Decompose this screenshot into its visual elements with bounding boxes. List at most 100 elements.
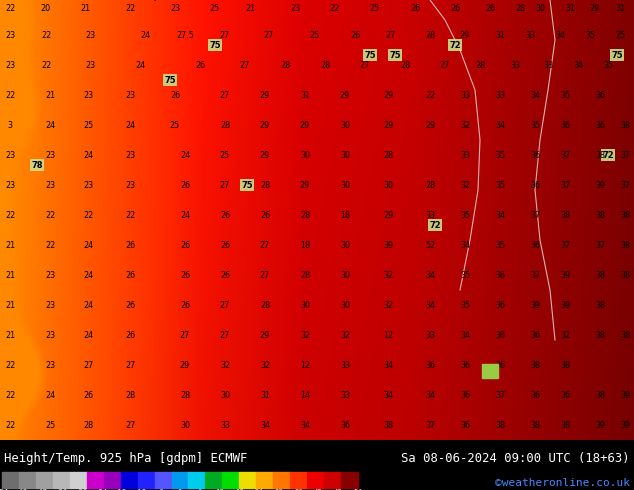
Text: 23: 23: [85, 30, 95, 40]
Text: 20: 20: [40, 3, 50, 13]
Text: 21: 21: [5, 331, 15, 340]
Text: 34: 34: [425, 300, 435, 310]
Text: -30: -30: [75, 489, 87, 490]
Text: 12: 12: [300, 361, 310, 369]
Bar: [290, 472, 307, 488]
Text: 24: 24: [83, 331, 93, 340]
Text: 23: 23: [45, 331, 55, 340]
Text: 33: 33: [510, 60, 520, 70]
Text: 36: 36: [595, 121, 605, 129]
Text: 18: 18: [300, 241, 310, 249]
Text: 34: 34: [425, 391, 435, 399]
Text: 37: 37: [560, 180, 570, 190]
Text: 22: 22: [5, 361, 15, 369]
Text: 30: 30: [340, 121, 350, 129]
Text: 35: 35: [585, 30, 595, 40]
Text: 48: 48: [334, 489, 342, 490]
Text: 30: 30: [300, 300, 310, 310]
Text: 25: 25: [310, 30, 320, 40]
Text: 34: 34: [460, 241, 470, 249]
Text: 27.5: 27.5: [176, 30, 194, 40]
Text: 22: 22: [425, 91, 435, 99]
Text: 22: 22: [5, 391, 15, 399]
Text: 33: 33: [425, 331, 435, 340]
Text: 34: 34: [495, 211, 505, 220]
Text: 34: 34: [300, 420, 310, 430]
Text: 28: 28: [180, 391, 190, 399]
Text: 22: 22: [42, 60, 52, 70]
Text: 39: 39: [383, 241, 393, 249]
Text: 25: 25: [615, 30, 625, 40]
Text: 30: 30: [535, 3, 545, 13]
Text: 32: 32: [300, 331, 310, 340]
Text: 27: 27: [180, 331, 190, 340]
Text: 36: 36: [340, 420, 350, 430]
Text: 27: 27: [220, 180, 230, 190]
Text: Height/Temp. 925 hPa [gdpm] ECMWF: Height/Temp. 925 hPa [gdpm] ECMWF: [4, 452, 247, 465]
Text: 75: 75: [389, 50, 401, 59]
Text: 32: 32: [460, 121, 470, 129]
Text: -54: -54: [0, 489, 9, 490]
Text: 35: 35: [495, 241, 505, 249]
Text: 75: 75: [364, 50, 376, 59]
Text: 37: 37: [495, 391, 505, 399]
Bar: [36, 472, 53, 488]
Text: 22: 22: [5, 420, 15, 430]
Bar: [239, 472, 256, 488]
Text: 36: 36: [294, 489, 303, 490]
Text: 24: 24: [180, 211, 190, 220]
Text: 26: 26: [485, 3, 495, 13]
Text: 72: 72: [449, 41, 461, 49]
Text: 26: 26: [170, 91, 180, 99]
Text: 23: 23: [125, 180, 135, 190]
Text: 36: 36: [495, 270, 505, 279]
Text: 23: 23: [170, 3, 180, 13]
Text: 34: 34: [495, 121, 505, 129]
Bar: [341, 472, 358, 488]
Text: 38: 38: [595, 391, 605, 399]
Text: 21: 21: [5, 300, 15, 310]
Text: 75: 75: [241, 180, 253, 190]
Text: 23: 23: [5, 60, 15, 70]
Text: 38: 38: [560, 361, 570, 369]
Text: 22: 22: [42, 30, 52, 40]
Text: 39: 39: [620, 391, 630, 399]
Text: 30: 30: [340, 150, 350, 160]
Text: 23: 23: [125, 150, 135, 160]
Text: 32: 32: [220, 361, 230, 369]
Text: 18: 18: [340, 211, 350, 220]
Text: ©weatheronline.co.uk: ©weatheronline.co.uk: [495, 478, 630, 488]
Text: 23: 23: [45, 361, 55, 369]
Text: 23: 23: [45, 150, 55, 160]
Text: 27: 27: [240, 60, 250, 70]
Text: 26: 26: [220, 270, 230, 279]
Text: 39: 39: [620, 420, 630, 430]
Text: 26: 26: [180, 241, 190, 249]
Text: 30: 30: [275, 489, 283, 490]
Text: 21: 21: [5, 241, 15, 249]
Text: 28: 28: [125, 391, 135, 399]
Text: 35: 35: [460, 270, 470, 279]
Text: 25: 25: [170, 121, 180, 129]
Text: 34: 34: [460, 331, 470, 340]
Text: 39: 39: [530, 300, 540, 310]
Bar: [172, 472, 188, 488]
Text: 23: 23: [5, 30, 15, 40]
Text: 38: 38: [595, 150, 605, 160]
Text: 34: 34: [425, 270, 435, 279]
Text: 27: 27: [360, 60, 370, 70]
Text: 27: 27: [385, 30, 395, 40]
Text: -6: -6: [156, 489, 165, 490]
Text: 22: 22: [5, 211, 15, 220]
Text: 28: 28: [475, 60, 485, 70]
Text: 24: 24: [45, 391, 55, 399]
Text: 25: 25: [83, 121, 93, 129]
Text: 27: 27: [220, 30, 230, 40]
Text: 31: 31: [495, 30, 505, 40]
Text: 75: 75: [164, 75, 176, 84]
Text: 22: 22: [45, 211, 55, 220]
Text: 29: 29: [260, 331, 270, 340]
Text: 29: 29: [260, 150, 270, 160]
Text: 54: 54: [354, 489, 363, 490]
Text: 23: 23: [45, 270, 55, 279]
